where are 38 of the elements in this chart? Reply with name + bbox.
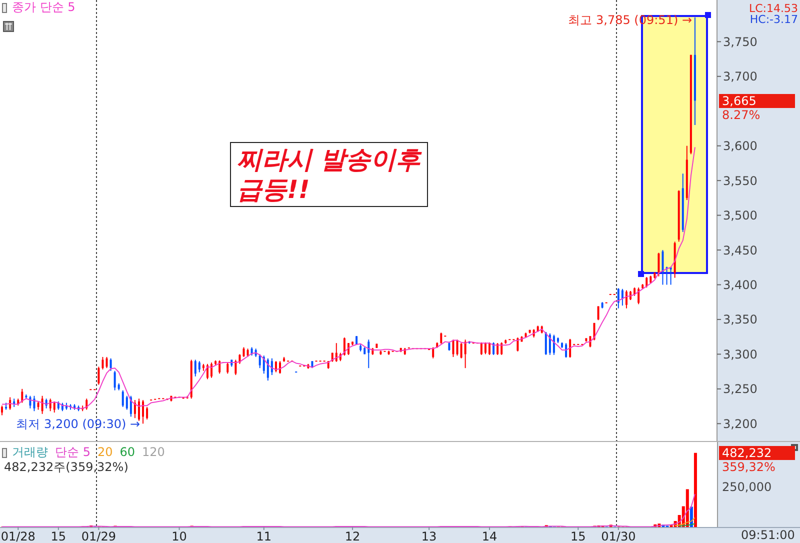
y-tick-label: 3,250 [723, 382, 758, 396]
chart-title: 거래량 [12, 445, 48, 459]
annotation: 찌라시 발송이후 급등!! [230, 142, 428, 207]
y-tick-label: 3,700 [723, 70, 758, 84]
x-tick-label: 10 [172, 530, 187, 543]
y-tick-label: 3,350 [723, 312, 758, 327]
x-tick-label: 11 [256, 530, 272, 543]
x-tick-label: 15 [570, 530, 586, 543]
legend-label: 120 [142, 445, 165, 459]
annotation: 482,232주(359,32%) [4, 460, 128, 474]
text: 250,000 [722, 480, 772, 494]
text: 60 [120, 445, 136, 459]
y-tick-label: 3,450 [723, 243, 758, 258]
text: LC:14.53 [748, 2, 798, 15]
x-tick-label: 01/28 [0, 530, 36, 543]
x-tick-label: 14 [482, 530, 498, 543]
x-tick-label: 15 [50, 530, 66, 543]
text: HC:-3.17 [750, 13, 798, 26]
text: 359,32% [722, 460, 776, 474]
y-tick-label: 3,200 [723, 416, 758, 431]
text: 8.27% [722, 108, 760, 122]
y-tick-label: 3,550 [723, 174, 758, 188]
x-tick-label: 13 [421, 530, 437, 543]
text: 482,232 [719, 446, 795, 460]
text: 단순 5 [55, 445, 90, 459]
y-tick-label: 3,750 [723, 34, 758, 49]
y-tick-label: 3,500 [723, 208, 758, 223]
text: 09:51:00 [741, 528, 795, 542]
text: 20 [97, 445, 113, 459]
y-tick-label: 3,600 [723, 139, 758, 154]
y-tick-label: 3,300 [723, 347, 758, 362]
x-tick-label: 01/29 [81, 530, 116, 543]
x-tick-label: 01/30 [601, 530, 636, 543]
y-tick-label: 3,400 [723, 278, 758, 292]
text: 3,665 [719, 94, 795, 108]
annotation: 최저 3,200 (09:30) → [16, 416, 140, 431]
text: 종가 단순 5 [12, 0, 76, 14]
x-tick-label: 12 [344, 530, 360, 543]
